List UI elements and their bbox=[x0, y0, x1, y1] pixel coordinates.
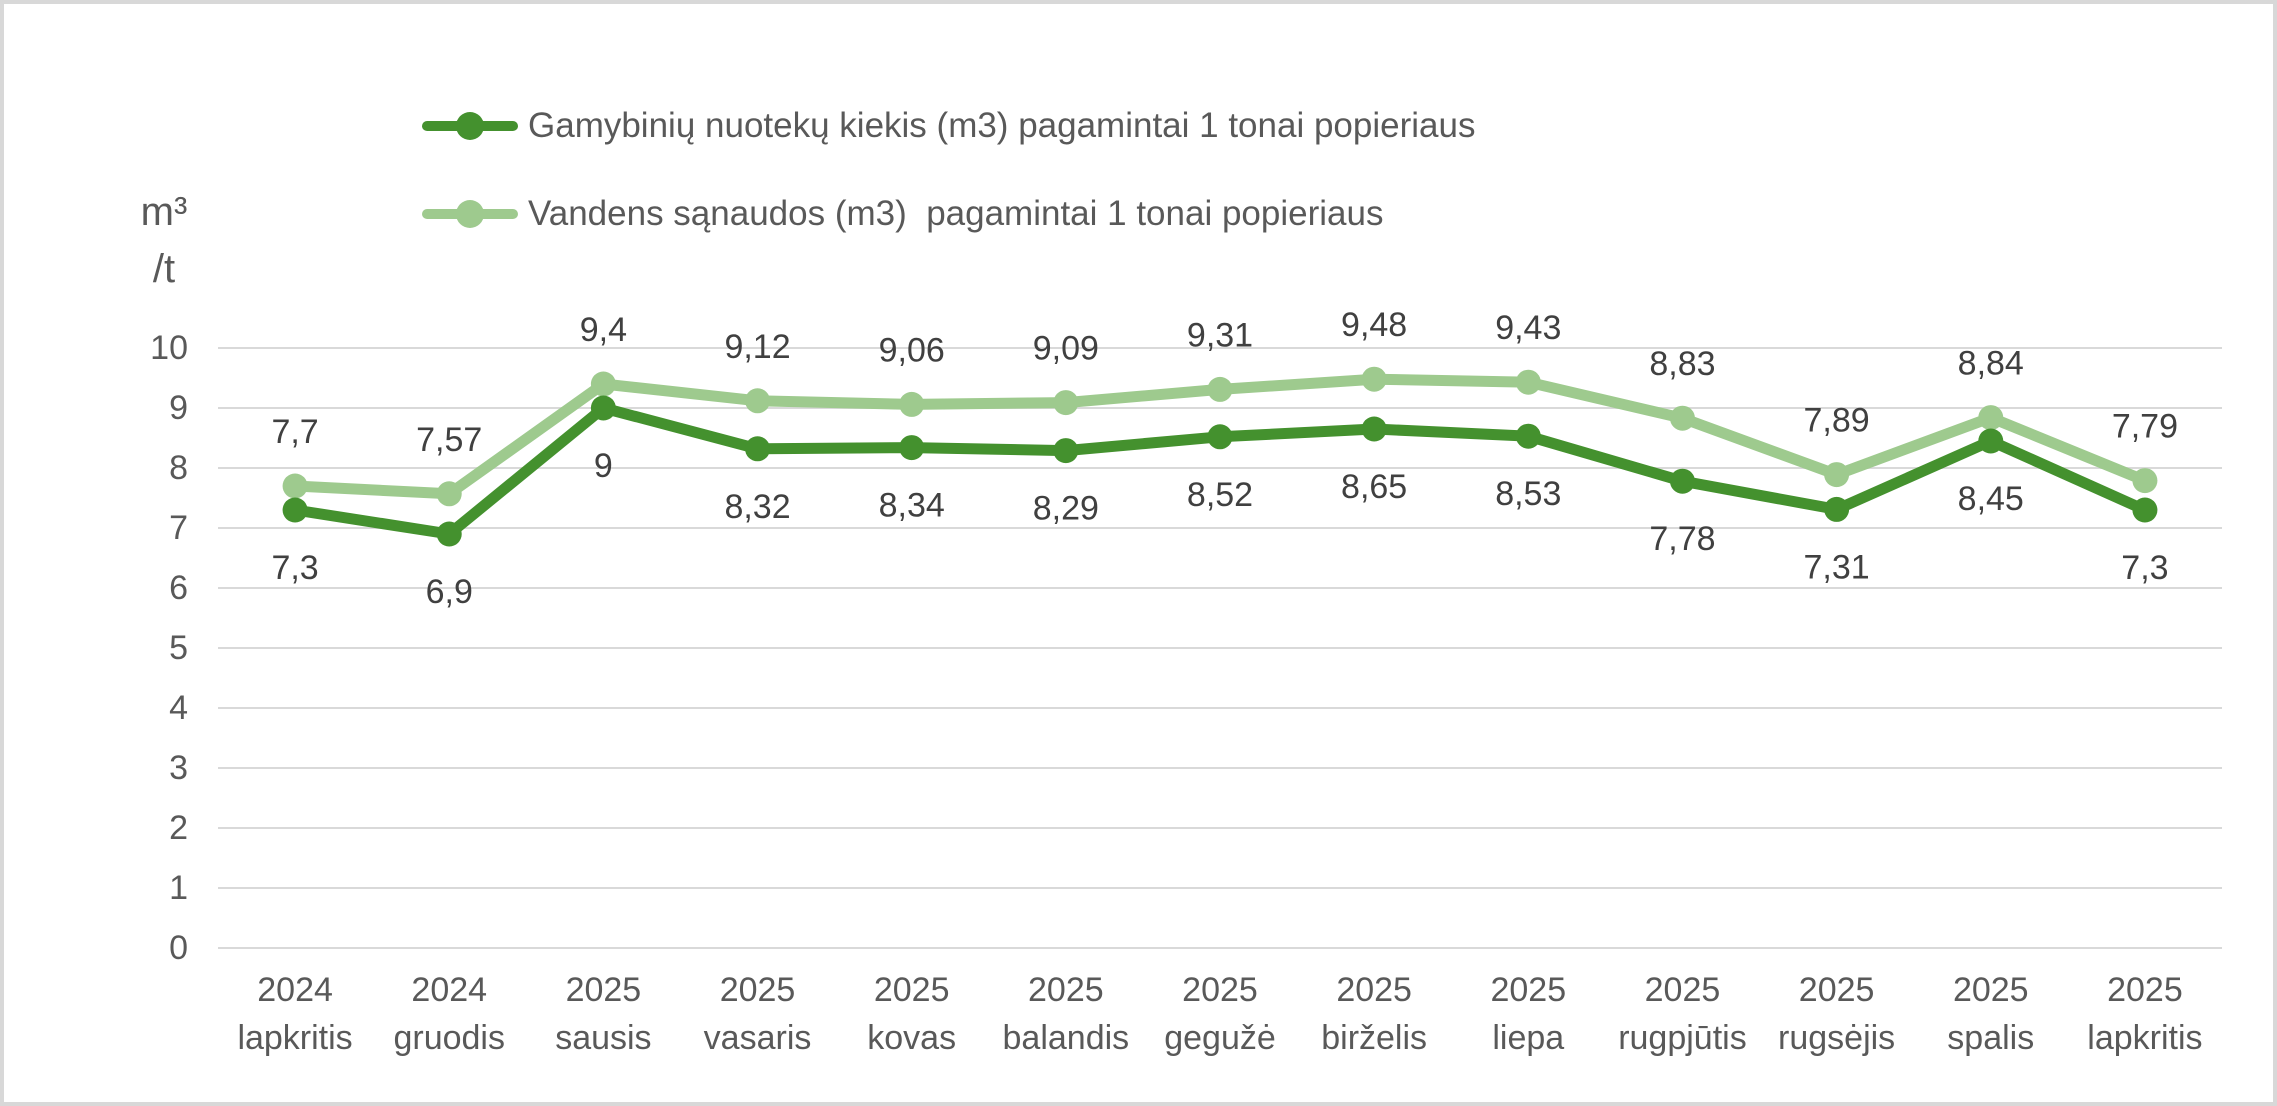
legend-marker-dot bbox=[456, 199, 484, 228]
legend-line-marker-icon bbox=[422, 199, 518, 229]
x-category-label-rugpjūtis: 2025 rugpjūtis bbox=[1618, 971, 1747, 1057]
x-category-label-lapkritis: 2024 lapkritis bbox=[237, 971, 352, 1057]
data-label-s0-12: 7,3 bbox=[2121, 549, 2168, 587]
data-label-s0-10: 7,31 bbox=[1804, 548, 1870, 586]
x-category-label-vasaris: 2025 vasaris bbox=[704, 971, 812, 1057]
legend-label-wastewater: Gamybinių nuotekų kiekis (m3) pagamintai… bbox=[528, 105, 1476, 145]
data-point-marker-s1-12 bbox=[2132, 468, 2158, 494]
chart-legend: Gamybinių nuotekų kiekis (m3) pagamintai… bbox=[422, 98, 1475, 274]
x-category-label-gegužė: 2025 gegužė bbox=[1164, 971, 1276, 1057]
data-point-marker-s0-1 bbox=[436, 521, 462, 547]
y-axis-unit-label: m³ /t bbox=[118, 184, 210, 298]
data-point-marker-s1-9 bbox=[1669, 405, 1695, 431]
data-point-marker-s1-5 bbox=[1053, 390, 1079, 416]
y-tick-label-3: 3 bbox=[169, 749, 188, 787]
data-label-s0-5: 8,29 bbox=[1033, 490, 1099, 528]
x-category-label-sausis: 2025 sausis bbox=[555, 971, 651, 1057]
y-tick-label-6: 6 bbox=[169, 569, 188, 607]
data-label-s1-2: 9,4 bbox=[580, 311, 627, 349]
data-label-s1-10: 7,89 bbox=[1804, 402, 1870, 440]
data-point-marker-s0-7 bbox=[1361, 416, 1387, 442]
data-point-marker-s1-6 bbox=[1207, 376, 1233, 402]
data-label-s1-12: 7,79 bbox=[2112, 408, 2178, 446]
data-point-marker-s1-0 bbox=[282, 473, 308, 499]
data-label-s1-8: 9,43 bbox=[1495, 309, 1561, 347]
data-label-s0-4: 8,34 bbox=[879, 487, 945, 525]
data-label-s0-11: 8,45 bbox=[1958, 480, 2024, 518]
data-label-s1-9: 8,83 bbox=[1649, 345, 1715, 383]
data-label-s0-2: 9 bbox=[594, 447, 613, 485]
data-point-marker-s0-12 bbox=[2132, 497, 2158, 523]
x-category-label-gruodis: 2024 gruodis bbox=[393, 971, 505, 1057]
data-point-marker-s1-10 bbox=[1824, 462, 1850, 488]
data-point-marker-s1-4 bbox=[899, 391, 925, 417]
data-point-marker-s1-1 bbox=[436, 481, 462, 507]
legend-line-marker-icon bbox=[422, 111, 518, 141]
data-label-s1-1: 7,57 bbox=[416, 421, 482, 459]
data-point-marker-s0-3 bbox=[745, 436, 771, 462]
y-tick-label-7: 7 bbox=[169, 509, 188, 547]
data-point-marker-s0-10 bbox=[1824, 496, 1850, 522]
data-label-s0-8: 8,53 bbox=[1495, 475, 1561, 513]
x-category-label-liepa: 2025 liepa bbox=[1490, 971, 1566, 1057]
data-label-s1-0: 7,7 bbox=[271, 413, 318, 451]
unit-line-per-tonne: /t bbox=[152, 247, 176, 291]
data-point-marker-s1-7 bbox=[1361, 366, 1387, 392]
data-point-marker-s1-11 bbox=[1978, 405, 2004, 431]
data-point-marker-s0-6 bbox=[1207, 424, 1233, 450]
legend-marker-dot bbox=[456, 111, 484, 140]
data-label-s1-5: 9,09 bbox=[1033, 330, 1099, 368]
data-point-marker-s0-11 bbox=[1978, 428, 2004, 454]
data-label-s1-11: 8,84 bbox=[1958, 345, 2024, 383]
y-tick-label-1: 1 bbox=[169, 869, 188, 907]
data-point-marker-s0-5 bbox=[1053, 438, 1079, 464]
legend-item-wastewater: Gamybinių nuotekų kiekis (m3) pagamintai… bbox=[422, 98, 1475, 153]
data-label-s1-3: 9,12 bbox=[724, 328, 790, 366]
x-category-label-balandis: 2025 balandis bbox=[1003, 971, 1130, 1057]
x-category-label-birželis: 2025 birželis bbox=[1321, 971, 1427, 1057]
data-point-marker-s0-0 bbox=[282, 497, 308, 523]
x-category-label-rugsėjis: 2025 rugsėjis bbox=[1778, 971, 1895, 1057]
x-category-label-kovas: 2025 kovas bbox=[867, 971, 956, 1057]
y-tick-label-0: 0 bbox=[169, 929, 188, 967]
data-label-s1-4: 9,06 bbox=[879, 331, 945, 369]
data-point-marker-s0-4 bbox=[899, 435, 925, 461]
x-category-label-spalis: 2025 spalis bbox=[1947, 971, 2034, 1057]
data-label-s0-3: 8,32 bbox=[724, 488, 790, 526]
data-point-marker-s1-3 bbox=[745, 388, 771, 414]
legend-item-water: Vandens sąnaudos (m3) pagamintai 1 tonai… bbox=[422, 186, 1475, 241]
y-tick-label-10: 10 bbox=[150, 329, 188, 367]
legend-label-water: Vandens sąnaudos (m3) pagamintai 1 tonai… bbox=[528, 193, 1384, 233]
y-tick-label-5: 5 bbox=[169, 629, 188, 667]
data-label-s0-0: 7,3 bbox=[271, 549, 318, 587]
data-point-marker-s0-9 bbox=[1669, 468, 1695, 494]
data-label-s0-9: 7,78 bbox=[1649, 520, 1715, 558]
data-point-marker-s0-8 bbox=[1515, 423, 1541, 449]
y-tick-label-9: 9 bbox=[169, 389, 188, 427]
data-point-marker-s0-2 bbox=[590, 395, 616, 421]
x-category-label-lapkritis: 2025 lapkritis bbox=[2087, 971, 2202, 1057]
data-label-s0-6: 8,52 bbox=[1187, 476, 1253, 514]
data-point-marker-s1-8 bbox=[1515, 369, 1541, 395]
data-point-marker-s1-2 bbox=[590, 371, 616, 397]
unit-line-m3: m³ bbox=[140, 190, 188, 234]
y-tick-label-4: 4 bbox=[169, 689, 188, 727]
data-label-s0-1: 6,9 bbox=[426, 573, 473, 611]
data-label-s0-7: 8,65 bbox=[1341, 468, 1407, 506]
data-label-s1-7: 9,48 bbox=[1341, 306, 1407, 344]
y-tick-label-2: 2 bbox=[169, 809, 188, 847]
data-label-s1-6: 9,31 bbox=[1187, 316, 1253, 354]
y-tick-label-8: 8 bbox=[169, 449, 188, 487]
